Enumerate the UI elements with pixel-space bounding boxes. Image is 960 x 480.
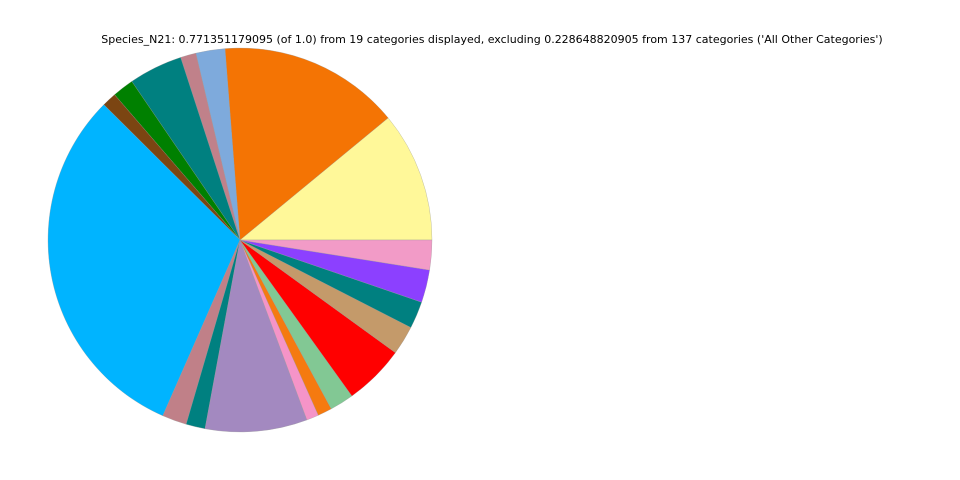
- chart-title: Species_N21: 0.771351179095 (of 1.0) fro…: [101, 33, 882, 46]
- pie-slice: [239, 117, 433, 241]
- pie-slice: [204, 239, 308, 433]
- pie-slice: [239, 239, 433, 271]
- pie-slice: [224, 47, 389, 241]
- pie-slice: [47, 104, 241, 416]
